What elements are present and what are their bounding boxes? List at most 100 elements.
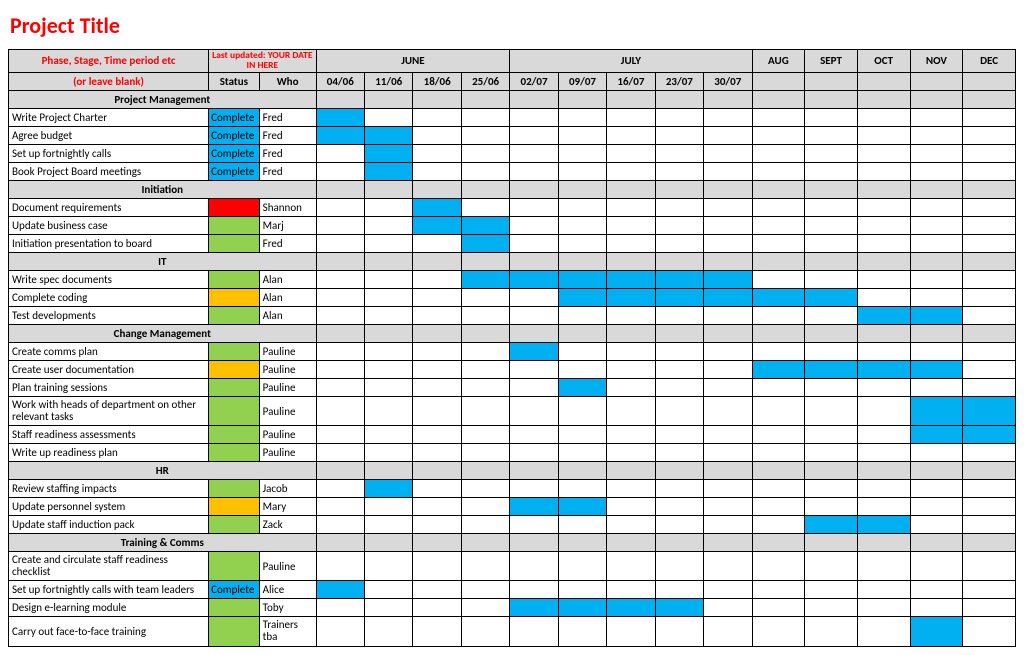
gantt-cell bbox=[805, 198, 858, 216]
gantt-cell bbox=[461, 617, 509, 646]
gantt-cell bbox=[655, 216, 703, 234]
section-spacer bbox=[413, 252, 461, 270]
gantt-cell bbox=[910, 108, 963, 126]
gantt-cell bbox=[752, 498, 805, 516]
header-phase: Phase, Stage, Time period etc bbox=[9, 50, 209, 73]
section-row: IT bbox=[9, 252, 1016, 270]
who-cell: Marj bbox=[259, 216, 316, 234]
gantt-bar bbox=[704, 271, 752, 288]
gantt-bar bbox=[753, 361, 805, 378]
gantt-cell bbox=[558, 162, 606, 180]
section-spacer bbox=[364, 252, 412, 270]
section-spacer bbox=[510, 252, 558, 270]
gantt-bar bbox=[365, 480, 412, 497]
gantt-cell bbox=[704, 426, 753, 444]
gantt-cell bbox=[607, 270, 655, 288]
gantt-bar bbox=[510, 271, 557, 288]
section-spacer bbox=[607, 534, 655, 552]
section-spacer bbox=[704, 180, 753, 198]
section-spacer bbox=[461, 252, 509, 270]
gantt-cell bbox=[704, 480, 753, 498]
section-spacer bbox=[364, 180, 412, 198]
section-spacer bbox=[805, 90, 858, 108]
who-cell: Fred bbox=[259, 234, 316, 252]
section-spacer bbox=[316, 180, 364, 198]
section-spacer bbox=[805, 252, 858, 270]
header-date: 18/06 bbox=[413, 72, 461, 90]
gantt-cell bbox=[461, 126, 509, 144]
section-label: Change Management bbox=[9, 324, 317, 342]
status-cell: Complete bbox=[209, 581, 260, 599]
header-status: Status bbox=[209, 72, 260, 90]
gantt-cell bbox=[510, 234, 558, 252]
section-spacer bbox=[704, 534, 753, 552]
gantt-bar bbox=[413, 199, 460, 216]
section-spacer bbox=[413, 324, 461, 342]
section-spacer bbox=[752, 534, 805, 552]
gantt-cell bbox=[655, 498, 703, 516]
gantt-cell bbox=[316, 617, 364, 646]
who-cell: Alan bbox=[259, 306, 316, 324]
gantt-bar bbox=[656, 271, 703, 288]
gantt-bar bbox=[607, 599, 654, 616]
gantt-cell bbox=[910, 480, 963, 498]
who-cell: Pauline bbox=[259, 444, 316, 462]
gantt-cell bbox=[510, 599, 558, 617]
gantt-cell bbox=[558, 480, 606, 498]
gantt-cell bbox=[963, 126, 1016, 144]
gantt-cell bbox=[704, 126, 753, 144]
gantt-cell bbox=[963, 516, 1016, 534]
header-month: NOV bbox=[910, 50, 963, 73]
gantt-cell bbox=[510, 617, 558, 646]
status-cell: Complete bbox=[209, 162, 260, 180]
section-spacer bbox=[461, 180, 509, 198]
gantt-cell bbox=[910, 444, 963, 462]
gantt-cell bbox=[752, 617, 805, 646]
gantt-cell bbox=[704, 198, 753, 216]
gantt-cell bbox=[857, 498, 910, 516]
gantt-cell bbox=[910, 378, 963, 396]
gantt-cell bbox=[413, 480, 461, 498]
gantt-cell bbox=[413, 378, 461, 396]
gantt-cell bbox=[364, 126, 412, 144]
gantt-cell bbox=[704, 581, 753, 599]
gantt-cell bbox=[461, 360, 509, 378]
gantt-cell bbox=[805, 378, 858, 396]
gantt-cell bbox=[364, 360, 412, 378]
gantt-cell bbox=[510, 498, 558, 516]
gantt-cell bbox=[704, 270, 753, 288]
gantt-cell bbox=[910, 270, 963, 288]
gantt-cell bbox=[413, 144, 461, 162]
section-spacer bbox=[510, 90, 558, 108]
gantt-bar bbox=[963, 397, 1015, 425]
gantt-cell bbox=[857, 108, 910, 126]
gantt-cell bbox=[461, 270, 509, 288]
gantt-cell bbox=[963, 617, 1016, 646]
gantt-cell bbox=[752, 288, 805, 306]
gantt-cell bbox=[963, 396, 1016, 425]
gantt-bar bbox=[656, 289, 703, 306]
gantt-cell bbox=[857, 444, 910, 462]
gantt-cell bbox=[704, 234, 753, 252]
gantt-bar bbox=[413, 217, 460, 234]
section-spacer bbox=[316, 252, 364, 270]
section-spacer bbox=[857, 534, 910, 552]
gantt-cell bbox=[752, 516, 805, 534]
gantt-cell bbox=[805, 516, 858, 534]
task-label: Write spec documents bbox=[9, 270, 209, 288]
section-spacer bbox=[510, 324, 558, 342]
gantt-cell bbox=[558, 396, 606, 425]
gantt-cell bbox=[461, 498, 509, 516]
gantt-cell bbox=[607, 599, 655, 617]
gantt-cell bbox=[857, 617, 910, 646]
gantt-cell bbox=[910, 144, 963, 162]
gantt-cell bbox=[413, 599, 461, 617]
section-spacer bbox=[963, 324, 1016, 342]
gantt-cell bbox=[655, 108, 703, 126]
gantt-cell bbox=[364, 444, 412, 462]
gantt-bar bbox=[510, 343, 557, 360]
task-label: Set up fortnightly calls with team leade… bbox=[9, 581, 209, 599]
gantt-bar bbox=[911, 397, 963, 425]
gantt-bar bbox=[462, 217, 509, 234]
gantt-cell bbox=[461, 288, 509, 306]
